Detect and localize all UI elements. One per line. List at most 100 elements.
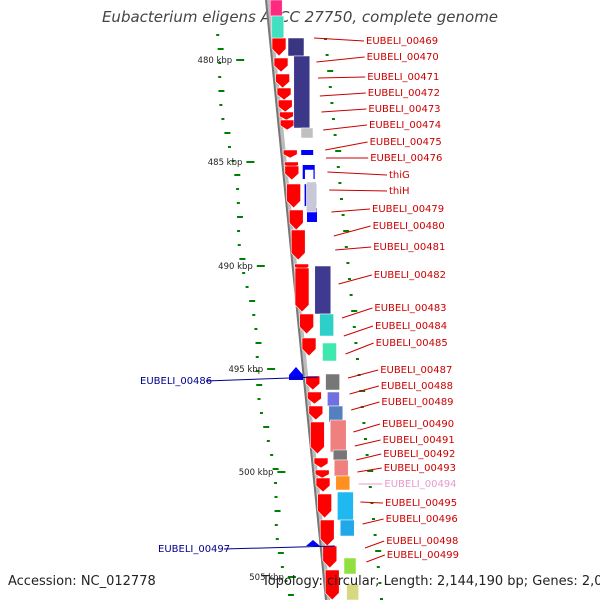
feature-block[interactable] <box>325 373 340 391</box>
gc-skew-mark <box>227 146 231 148</box>
label-leader-line <box>356 453 382 461</box>
gene-label[interactable]: EUBELI_00475 <box>370 137 442 148</box>
gene-label[interactable]: EUBELI_00474 <box>369 120 441 131</box>
feature-block[interactable] <box>319 313 334 337</box>
forward-cds-arrow[interactable] <box>313 457 329 469</box>
gene-label[interactable]: EUBELI_00472 <box>368 88 440 99</box>
forward-cds-arrow[interactable] <box>294 267 310 313</box>
forward-cds-arrow[interactable] <box>284 165 300 181</box>
feature-block[interactable] <box>287 37 305 57</box>
gc-skew-mark <box>325 54 329 56</box>
feature-block[interactable] <box>306 181 317 213</box>
gc-skew-mark <box>341 214 345 216</box>
gene-label[interactable]: thiH <box>389 186 410 197</box>
gene-label[interactable]: EUBELI_00482 <box>374 270 446 281</box>
gene-label[interactable]: EUBELI_00499 <box>387 550 459 561</box>
gc-skew-mark <box>351 310 358 312</box>
gene-label[interactable]: EUBELI_00489 <box>381 397 453 408</box>
gene-label[interactable]: EUBELI_00486 <box>140 376 212 387</box>
forward-cds-arrow[interactable] <box>275 73 290 89</box>
label-leader-line <box>327 171 388 176</box>
gene-label[interactable]: EUBELI_00492 <box>383 449 455 460</box>
feature-block[interactable] <box>314 265 332 315</box>
forward-cds-arrow[interactable] <box>301 337 317 357</box>
forward-cds-arrow[interactable] <box>276 87 292 101</box>
gene-label[interactable]: EUBELI_00479 <box>372 204 444 215</box>
forward-cds-arrow[interactable] <box>277 99 293 113</box>
gene-label[interactable]: EUBELI_00497 <box>158 544 230 555</box>
gc-skew-mark <box>368 486 372 488</box>
gene-label[interactable]: EUBELI_00493 <box>384 463 456 474</box>
gene-label[interactable]: EUBELI_00490 <box>382 419 454 430</box>
gene-label[interactable]: EUBELI_00484 <box>375 321 447 332</box>
gc-skew-mark <box>254 328 258 330</box>
gene-label[interactable]: EUBELI_00470 <box>367 52 439 63</box>
forward-cds-arrow[interactable] <box>315 477 331 493</box>
label-leader-line <box>345 342 374 355</box>
feature-block[interactable] <box>329 419 347 453</box>
forward-cds-arrow[interactable] <box>279 111 294 121</box>
gene-label[interactable]: EUBELI_00471 <box>367 72 439 83</box>
feature-block[interactable] <box>332 449 348 461</box>
forward-cds-arrow[interactable] <box>279 119 295 131</box>
forward-cds-arrow[interactable] <box>310 421 325 455</box>
forward-cds-arrow[interactable] <box>307 391 322 405</box>
feature-block[interactable] <box>269 0 283 17</box>
feature-block[interactable] <box>337 491 354 521</box>
feature-block[interactable] <box>322 342 337 362</box>
forward-cds-arrow[interactable] <box>308 405 324 421</box>
feature-block[interactable] <box>300 127 314 139</box>
feature-block[interactable] <box>335 475 351 491</box>
gc-skew-mark <box>328 86 332 88</box>
forward-cds-arrow[interactable] <box>314 469 330 479</box>
gc-skew-mark <box>274 524 278 526</box>
gc-skew-mark <box>217 48 224 50</box>
forward-cds-arrow[interactable] <box>273 57 289 73</box>
reverse-cds-block[interactable] <box>307 208 317 222</box>
gc-skew-mark <box>335 150 342 152</box>
feature-block[interactable] <box>327 391 340 407</box>
feature-block[interactable] <box>343 557 357 575</box>
gene-label[interactable]: EUBELI_00480 <box>373 221 445 232</box>
label-leader-line <box>364 540 385 549</box>
gene-label[interactable]: EUBELI_00487 <box>380 365 452 376</box>
gene-label[interactable]: EUBELI_00494 <box>384 479 456 490</box>
gene-label[interactable]: EUBELI_00483 <box>374 303 446 314</box>
gene-label[interactable]: EUBELI_00495 <box>385 498 457 509</box>
feature-block[interactable] <box>271 15 285 39</box>
gene-label[interactable]: EUBELI_00498 <box>386 536 458 547</box>
feature-block[interactable] <box>339 519 355 537</box>
forward-cds-arrow[interactable] <box>305 375 321 391</box>
feature-block[interactable] <box>333 459 349 477</box>
gene-label[interactable]: EUBELI_00488 <box>381 381 453 392</box>
gc-skew-mark <box>234 174 241 176</box>
label-leader-line <box>319 92 366 97</box>
tick-label: 505 kbp <box>249 573 284 583</box>
reverse-cds-block[interactable] <box>301 150 314 155</box>
gene-label[interactable]: EUBELI_00491 <box>383 435 455 446</box>
gene-label[interactable]: EUBELI_00481 <box>373 242 445 253</box>
gene-label[interactable]: EUBELI_00476 <box>370 153 442 164</box>
feature-block[interactable] <box>328 405 344 423</box>
forward-cds-arrow[interactable] <box>288 209 304 231</box>
forward-cds-arrow[interactable] <box>319 519 335 547</box>
feature-block[interactable] <box>346 583 359 600</box>
gc-skew-mark <box>266 440 270 442</box>
reverse-cds-arrow[interactable] <box>289 367 303 380</box>
forward-cds-arrow[interactable] <box>299 313 314 335</box>
forward-cds-arrow[interactable] <box>286 183 301 209</box>
gc-skew-mark <box>218 76 222 78</box>
gene-label[interactable]: EUBELI_00485 <box>376 338 448 349</box>
map-title: Eubacterium eligens ATCC 27750, complete… <box>101 8 499 26</box>
gene-label[interactable]: thiG <box>389 170 410 181</box>
gene-label[interactable]: EUBELI_00469 <box>366 36 438 47</box>
forward-cds-arrow[interactable] <box>282 149 298 159</box>
forward-cds-arrow[interactable] <box>290 229 306 261</box>
reverse-cds-arrow[interactable] <box>306 540 320 546</box>
feature-block[interactable] <box>293 55 311 129</box>
forward-cds-arrow[interactable] <box>317 493 332 519</box>
forward-cds-arrow[interactable] <box>324 569 340 600</box>
gene-label[interactable]: EUBELI_00496 <box>386 514 458 525</box>
gene-label[interactable]: EUBELI_00473 <box>368 104 440 115</box>
